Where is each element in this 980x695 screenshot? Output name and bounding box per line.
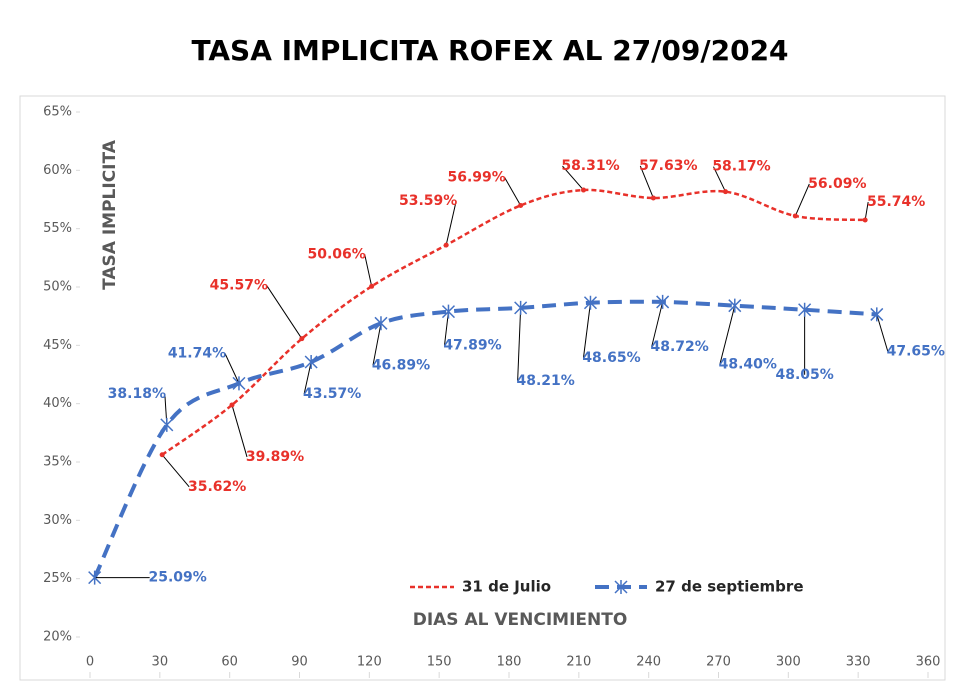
plot-frame [19, 95, 946, 681]
leader-line [364, 254, 373, 287]
leader-line [582, 302, 591, 358]
leader-line [794, 183, 810, 217]
value-label: 41.74% [168, 345, 226, 361]
x-tick-label: 240 [636, 655, 661, 670]
x-tick-label: 60 [221, 655, 238, 670]
marker [374, 316, 388, 331]
value-label: 58.17% [712, 159, 770, 175]
value-label: 46.89% [372, 357, 430, 373]
legend-label: 31 de Julio [462, 578, 551, 596]
leader-line [517, 307, 522, 381]
value-label: 53.59% [399, 193, 457, 209]
value-label: 48.65% [582, 350, 640, 366]
leader-line [651, 301, 664, 348]
leader-line [864, 201, 869, 221]
marker [722, 189, 728, 195]
y-tick-label: 55% [43, 221, 72, 236]
x-tick-label: 330 [846, 655, 871, 670]
leader-line [303, 361, 312, 395]
marker [88, 570, 102, 585]
x-tick-label: 270 [706, 655, 731, 670]
x-axis-label: DIAS AL VENCIMIENTO [413, 610, 628, 630]
series-line [161, 188, 866, 456]
y-tick-label: 40% [43, 396, 72, 411]
leader-line [266, 285, 303, 339]
y-tick-label: 35% [43, 455, 72, 470]
series-line [92, 299, 877, 579]
value-label: 39.89% [246, 449, 304, 465]
marker [580, 187, 586, 193]
marker [441, 304, 456, 319]
leader-line [719, 305, 736, 365]
y-tick-label: 20% [43, 630, 72, 645]
marker [229, 402, 235, 408]
x-tick-label: 360 [916, 655, 941, 670]
x-tick-label: 210 [566, 655, 591, 670]
leader-line [372, 323, 382, 366]
y-tick-label: 50% [43, 280, 72, 295]
x-tick-label: 90 [291, 655, 308, 670]
marker [299, 336, 305, 342]
y-tick-label: 25% [43, 571, 72, 586]
marker [232, 376, 246, 391]
marker [792, 213, 798, 219]
x-tick-label: 180 [497, 655, 522, 670]
y-tick-label: 60% [43, 163, 72, 178]
value-label: 47.89% [443, 338, 501, 354]
marker [862, 217, 868, 223]
marker [583, 295, 598, 310]
marker [518, 202, 524, 208]
y-tick-label: 30% [43, 513, 72, 528]
value-label: 45.57% [210, 278, 268, 294]
x-tick-label: 0 [86, 655, 94, 670]
leader-line [562, 165, 584, 191]
marker [514, 300, 528, 315]
y-axis-label: TASA IMPLICITA [100, 139, 120, 290]
y-tick-label: 65% [43, 105, 72, 120]
leader-line [876, 314, 889, 352]
leader-line [231, 404, 248, 458]
leader-line [161, 454, 190, 488]
legend-label: 27 de septiembre [655, 578, 804, 596]
marker [728, 298, 742, 313]
marker [160, 417, 174, 432]
chart-title: TASA IMPLICITA ROFEX AL 27/09/2024 [191, 34, 788, 67]
value-label: 48.21% [516, 373, 574, 389]
leader-line [713, 166, 726, 192]
x-tick-label: 150 [427, 655, 452, 670]
leader-line [445, 201, 457, 246]
marker [369, 283, 375, 289]
value-label: 50.06% [308, 246, 366, 262]
marker [304, 355, 318, 370]
leader-line [224, 353, 240, 384]
value-label: 43.57% [303, 386, 361, 402]
value-label: 57.63% [639, 158, 697, 174]
x-tick-label: 30 [152, 655, 169, 670]
value-label: 47.65% [887, 343, 945, 359]
value-label: 58.31% [561, 158, 619, 174]
value-label: 38.18% [108, 386, 166, 402]
value-label: 56.99% [447, 169, 505, 185]
marker [159, 452, 165, 458]
marker [870, 307, 884, 322]
x-tick-label: 300 [776, 655, 801, 670]
y-tick-label: 45% [43, 338, 72, 353]
leader-line [504, 177, 522, 206]
value-label: 35.62% [188, 479, 246, 495]
value-label: 48.72% [650, 339, 708, 355]
marker [443, 242, 449, 248]
leader-line [639, 165, 654, 199]
marker [798, 302, 812, 317]
x-tick-label: 120 [357, 655, 382, 670]
legend-marker [614, 580, 628, 594]
marker [656, 294, 670, 309]
value-label: 48.05% [775, 367, 833, 383]
value-label: 55.74% [867, 194, 925, 210]
value-label: 56.09% [808, 176, 866, 192]
marker [650, 195, 656, 201]
value-label: 25.09% [148, 570, 206, 586]
value-label: 48.40% [719, 357, 777, 373]
